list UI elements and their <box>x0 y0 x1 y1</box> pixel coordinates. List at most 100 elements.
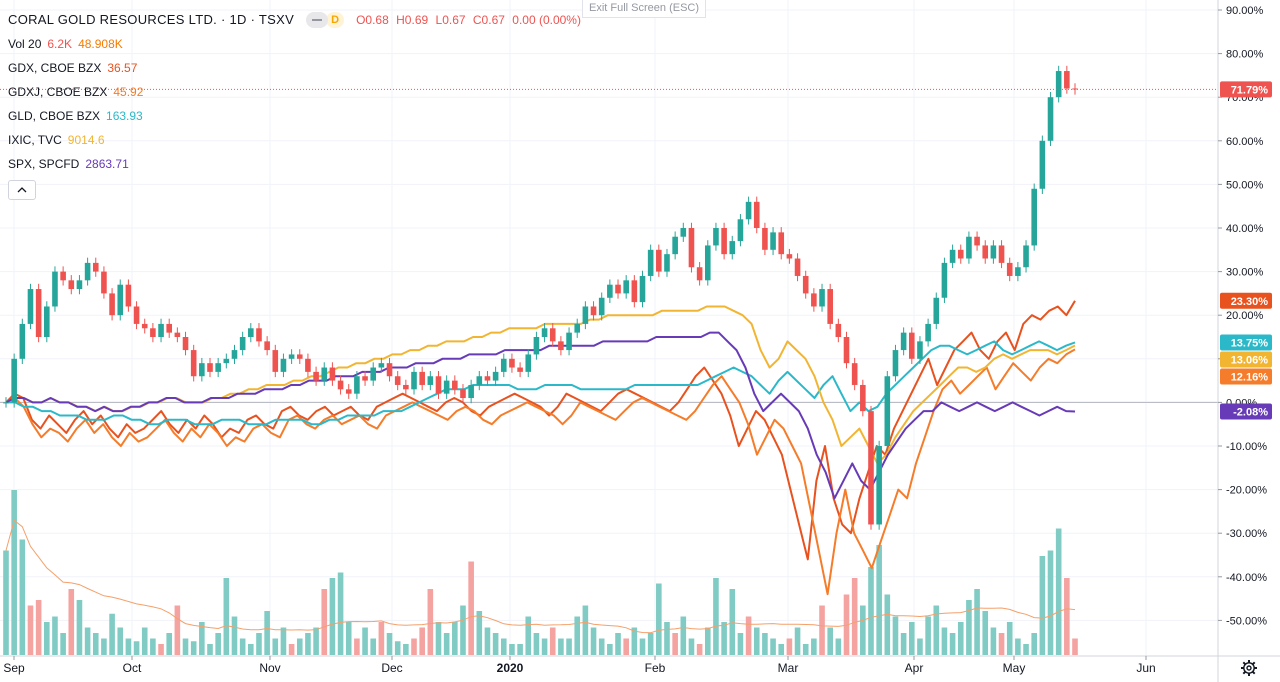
volume-bar <box>460 605 466 655</box>
candles <box>3 65 1078 530</box>
candle-body <box>484 376 491 381</box>
candle-body <box>419 371 425 385</box>
volume-bar <box>109 613 115 655</box>
candle-body <box>248 328 254 337</box>
candle-body <box>917 341 923 359</box>
candle-body <box>68 280 75 290</box>
value-badge <box>1220 368 1272 385</box>
candle-body <box>835 323 842 337</box>
main-series-row: CORAL GOLD RESOURCES LTD. · 1D · TSXV D … <box>8 8 591 32</box>
volume-bar <box>753 627 760 655</box>
volume-bar <box>558 638 564 655</box>
series-line <box>6 340 1076 426</box>
candle-body <box>354 376 360 394</box>
compare-row[interactable]: GDXJ, CBOE BZX 45.92 <box>8 80 591 104</box>
volume-bar <box>362 627 368 655</box>
volume-bar <box>982 611 989 655</box>
volume-bar <box>582 605 589 655</box>
candle-body <box>500 358 507 372</box>
volume-bar <box>182 638 189 655</box>
candle-body <box>133 306 140 324</box>
volume-bar <box>411 638 417 655</box>
candle-body <box>672 236 678 255</box>
value-badge-label: 71.79% <box>1231 84 1269 96</box>
volume-bar <box>52 616 58 655</box>
volume-ma-value: 48.908K <box>78 37 123 51</box>
volume-bar <box>76 600 83 655</box>
hide-series-icon[interactable] <box>306 12 329 28</box>
volume-bar <box>150 638 156 655</box>
candle-body <box>957 249 964 259</box>
volume-bar <box>966 600 972 655</box>
volume-bar <box>435 622 442 655</box>
settings-button[interactable] <box>1236 656 1262 680</box>
collapse-legend-button[interactable] <box>8 180 36 200</box>
ohlc-values: O0.68 H0.69 L0.67 C0.67 0.00 (0.00%) <box>356 11 585 29</box>
volume-bar <box>207 644 213 655</box>
x-tick-label: Apr <box>905 661 924 675</box>
candle-body <box>778 232 785 255</box>
candle-body <box>549 328 556 342</box>
candle-body <box>786 254 793 259</box>
volume-bar <box>215 633 221 655</box>
volume-bar <box>925 616 931 655</box>
candle-body <box>974 236 980 246</box>
candle-body <box>321 367 328 381</box>
volume-bar <box>223 578 230 655</box>
volume-bar <box>908 622 915 655</box>
ohlc-high: H0.69 <box>396 13 429 27</box>
candle-body <box>76 280 83 290</box>
volume-bar <box>721 622 727 655</box>
compare-row[interactable]: GLD, CBOE BZX 163.93 <box>8 104 591 128</box>
chart-legend: CORAL GOLD RESOURCES LTD. · 1D · TSXV D … <box>8 8 591 200</box>
value-badge-label: 23.30% <box>1231 296 1269 308</box>
volume-bar <box>288 644 295 655</box>
symbol-title[interactable]: CORAL GOLD RESOURCES LTD. · 1D · TSXV <box>8 12 295 27</box>
compare-row[interactable]: SPX, SPCFD 2863.71 <box>8 152 591 176</box>
compare-row[interactable]: IXIC, TVC 9014.6 <box>8 128 591 152</box>
volume-bar <box>133 641 140 655</box>
volume-row[interactable]: Vol 20 6.2K 48.908K <box>8 32 591 56</box>
y-tick-label: 20.00% <box>1226 310 1264 322</box>
volume-bar <box>484 627 491 655</box>
candle-body <box>264 341 270 351</box>
candle-body <box>525 354 532 372</box>
volume-bar <box>1006 622 1013 655</box>
y-tick-label: -50.00% <box>1226 615 1267 627</box>
candle-body <box>1047 97 1054 141</box>
interval-badge[interactable]: D <box>326 12 345 28</box>
time-axis: Sep Oct Nov Dec 2020 Feb Mar Apr May Jun <box>3 656 1156 675</box>
series-line <box>5 348 1076 596</box>
volume-bar <box>868 567 874 655</box>
volume-bar <box>92 633 99 655</box>
candle-body <box>44 306 50 337</box>
volume-bar <box>500 638 507 655</box>
volume-bar <box>900 633 907 655</box>
candle-body <box>296 354 303 359</box>
volume-bar <box>27 605 34 655</box>
volume-bar <box>729 589 736 655</box>
volume-bar <box>60 633 66 655</box>
candle-body <box>582 306 589 324</box>
volume-bar <box>672 633 678 655</box>
volume-bar <box>770 638 776 655</box>
volume-bar <box>305 633 311 655</box>
x-tick-label: Jun <box>1136 661 1155 675</box>
candle-body <box>190 350 197 377</box>
volume-bar <box>296 638 303 655</box>
candle-body <box>925 323 931 342</box>
exit-fullscreen-button[interactable]: Exit Full Screen (ESC) <box>582 0 707 18</box>
volume-bar <box>19 539 26 655</box>
volume-bar <box>1039 556 1046 655</box>
candle-body <box>231 350 238 359</box>
volume-bar <box>884 594 891 655</box>
compare-row[interactable]: GDX, CBOE BZX 36.57 <box>8 56 591 80</box>
candle-body <box>982 245 989 259</box>
candle-body <box>207 363 213 372</box>
candle-body <box>182 337 189 351</box>
volume-bar <box>174 605 181 655</box>
candle-body <box>933 297 940 324</box>
candle-body <box>680 228 687 237</box>
